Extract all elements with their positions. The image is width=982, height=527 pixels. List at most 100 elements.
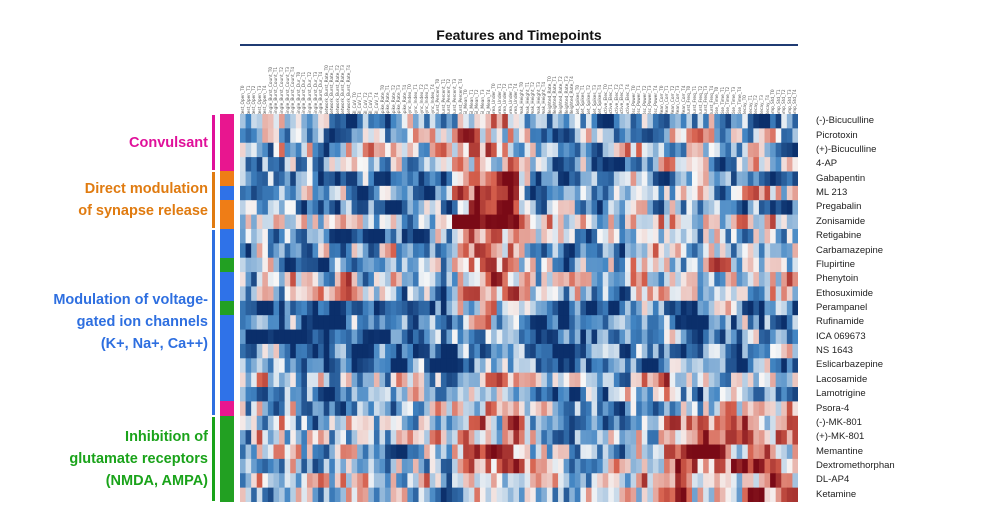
heatmap-cell	[245, 200, 252, 215]
heatmap-cell	[541, 257, 548, 273]
heatmap-cell	[479, 171, 486, 187]
heatmap-cell	[613, 415, 620, 431]
heatmap-cell	[491, 358, 498, 374]
heatmap-cell	[295, 401, 302, 417]
heatmap-cell	[619, 487, 626, 502]
column-label: IBI_CoV_T1	[358, 92, 364, 116]
column-label: IBI_CoV_T2	[363, 92, 369, 116]
heatmap-cell	[574, 458, 581, 474]
heatmap-cell	[251, 415, 258, 431]
heatmap-cell	[781, 272, 788, 287]
heatmap-cell	[792, 157, 798, 172]
heatmap-cell	[485, 401, 492, 417]
heatmap-cell	[351, 257, 358, 273]
heatmap-cell	[585, 286, 592, 302]
heatmap-cell	[731, 157, 738, 172]
heatmap-cell	[675, 228, 682, 244]
heatmap-cell	[290, 343, 297, 359]
heatmap-cell	[312, 157, 319, 172]
heatmap-cell	[351, 272, 358, 287]
heatmap-cell	[390, 401, 397, 417]
heatmap-cell	[351, 200, 358, 215]
heatmap-cell	[418, 142, 425, 158]
heatmap-cell	[390, 300, 397, 316]
heatmap-cell	[786, 458, 793, 474]
heatmap-cell	[535, 387, 542, 402]
heatmap-cell	[373, 358, 380, 374]
heatmap-cell	[407, 329, 414, 345]
heatmap-cell	[580, 430, 587, 445]
heatmap-cell	[318, 444, 325, 460]
heatmap-cell	[736, 185, 743, 201]
heatmap-cell	[407, 200, 414, 215]
heatmap-cell	[636, 387, 643, 402]
heatmap-cell	[329, 372, 336, 388]
heatmap-cell	[385, 343, 392, 359]
heatmap-cell	[323, 430, 330, 445]
heatmap-cell	[412, 315, 419, 330]
heatmap-cell	[719, 142, 726, 158]
heatmap-cell	[546, 372, 553, 388]
heatmap-cell	[295, 286, 302, 302]
heatmap-cell	[340, 171, 347, 187]
heatmap-cell	[457, 243, 464, 259]
heatmap-cell	[708, 430, 715, 445]
heatmap-cell	[719, 300, 726, 316]
heatmap-cell	[323, 343, 330, 359]
heatmap-cell	[753, 228, 760, 244]
heatmap-cell	[530, 358, 537, 374]
heatmap-cell	[647, 387, 654, 402]
heatmap-cell	[262, 286, 269, 302]
heatmap-cell	[496, 473, 503, 489]
heatmap-cell	[312, 228, 319, 244]
heatmap-cell	[725, 401, 732, 417]
heatmap-cell	[479, 473, 486, 489]
heatmap-cell	[608, 329, 615, 345]
heatmap-cell	[541, 243, 548, 259]
heatmap-cell	[552, 343, 559, 359]
heatmap-cell	[647, 157, 654, 172]
heatmap-cell	[714, 430, 721, 445]
heatmap-cell	[703, 214, 710, 230]
heatmap-cell	[731, 415, 738, 431]
heatmap-cell	[669, 157, 676, 172]
heatmap-cell	[535, 315, 542, 330]
heatmap-cell	[630, 487, 637, 502]
heatmap-cell	[273, 228, 280, 244]
heatmap-cell	[552, 142, 559, 158]
heatmap-cell	[262, 401, 269, 417]
heatmap-cell	[625, 142, 631, 158]
heatmap-cell	[585, 358, 592, 374]
heatmap-cell	[697, 329, 704, 345]
heatmap-cell	[719, 458, 726, 474]
heatmap-cell	[396, 200, 403, 215]
heatmap-cell	[775, 358, 782, 374]
heatmap-cell	[457, 487, 464, 502]
heatmap-cell	[452, 257, 459, 273]
heatmap-cell	[770, 401, 777, 417]
heatmap-cell	[457, 286, 464, 302]
heatmap-cell	[346, 142, 352, 158]
heatmap-cell	[273, 114, 280, 129]
heatmap-cell	[535, 128, 542, 144]
heatmap-cell	[357, 401, 364, 417]
heatmap-cell	[256, 358, 263, 374]
heatmap-cell	[279, 114, 286, 129]
heatmap-cell	[463, 272, 470, 287]
heatmap-cell	[552, 358, 559, 374]
heatmap-cell	[758, 387, 765, 402]
heatmap-cell	[731, 185, 738, 201]
heatmap-cell	[736, 372, 743, 388]
column-label: Network_Burst_Rate_T0	[324, 65, 330, 116]
heatmap-cell	[580, 128, 587, 144]
heatmap-cell	[407, 228, 414, 244]
heatmap-cell	[524, 444, 531, 460]
heatmap-cell	[714, 214, 721, 230]
column-label: Sync_Index_T0	[408, 84, 414, 116]
heatmap-cell	[669, 214, 676, 230]
heatmap-cell	[781, 329, 788, 345]
heatmap-cell	[513, 473, 520, 489]
heatmap-cell	[742, 272, 749, 287]
heatmap-cell	[519, 358, 525, 374]
column-label: Net_Spikes_T1	[581, 84, 587, 116]
